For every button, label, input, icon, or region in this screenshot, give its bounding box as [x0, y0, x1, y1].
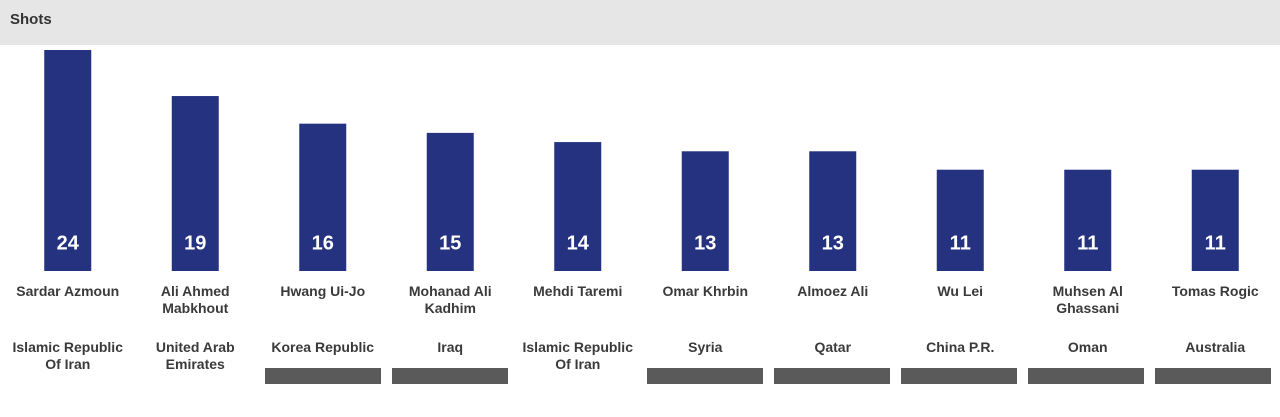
country-name: Australia [1185, 339, 1246, 355]
value-label: 11 [1205, 232, 1226, 254]
value-label: 15 [439, 232, 461, 254]
value-label: 11 [1077, 232, 1098, 254]
value-label: 19 [184, 232, 206, 254]
bar [171, 96, 219, 272]
country-name: Syria [688, 339, 723, 355]
player-name: Mehdi Taremi [533, 283, 623, 299]
player-name: Mohanad Ali Kadhim [408, 283, 492, 316]
player-name: Almoez Ali [797, 283, 869, 299]
flag-placeholder [647, 368, 763, 384]
player-name: Ali Ahmed Mabkhout [160, 283, 230, 316]
flag-placeholder [901, 368, 1017, 384]
country-name: Islamic Republic Of Iran [522, 339, 633, 372]
bar [554, 142, 602, 271]
bar [426, 132, 474, 271]
player-name: Sardar Azmoun [16, 283, 120, 299]
value-label: 11 [950, 232, 971, 254]
player-name: Wu Lei [937, 283, 984, 299]
chart-title: Shots [10, 11, 52, 28]
country-name: Korea Republic [271, 339, 375, 355]
country-name: Oman [1067, 339, 1108, 355]
value-label: 16 [312, 232, 334, 254]
bar [809, 151, 857, 271]
bar [44, 50, 92, 271]
header: Shots [0, 0, 1280, 45]
flag-placeholder [265, 368, 381, 384]
player-name: Hwang Ui-Jo [280, 283, 366, 299]
flag-placeholder [774, 368, 890, 384]
flag-placeholder [1155, 368, 1271, 384]
country-name: Qatar [814, 339, 852, 355]
value-label: 24 [57, 232, 80, 254]
player-name: Muhsen Al Ghassani [1052, 283, 1123, 316]
bar [299, 123, 347, 272]
country-name: Islamic Republic Of Iran [12, 339, 123, 372]
value-label: 14 [567, 232, 590, 254]
bar [681, 151, 729, 271]
flag-placeholder [392, 368, 508, 384]
country-name: Iraq [437, 339, 464, 355]
country-name: China P.R. [926, 339, 995, 355]
player-name: Omar Khrbin [662, 283, 749, 299]
bar [1191, 169, 1239, 271]
bar [1064, 169, 1112, 271]
country-name: United Arab Emirates [155, 339, 235, 372]
bar [936, 169, 984, 271]
value-label: 13 [822, 232, 844, 254]
flag-placeholder [1028, 368, 1144, 384]
value-label: 13 [694, 232, 716, 254]
player-name: Tomas Rogic [1171, 283, 1259, 299]
